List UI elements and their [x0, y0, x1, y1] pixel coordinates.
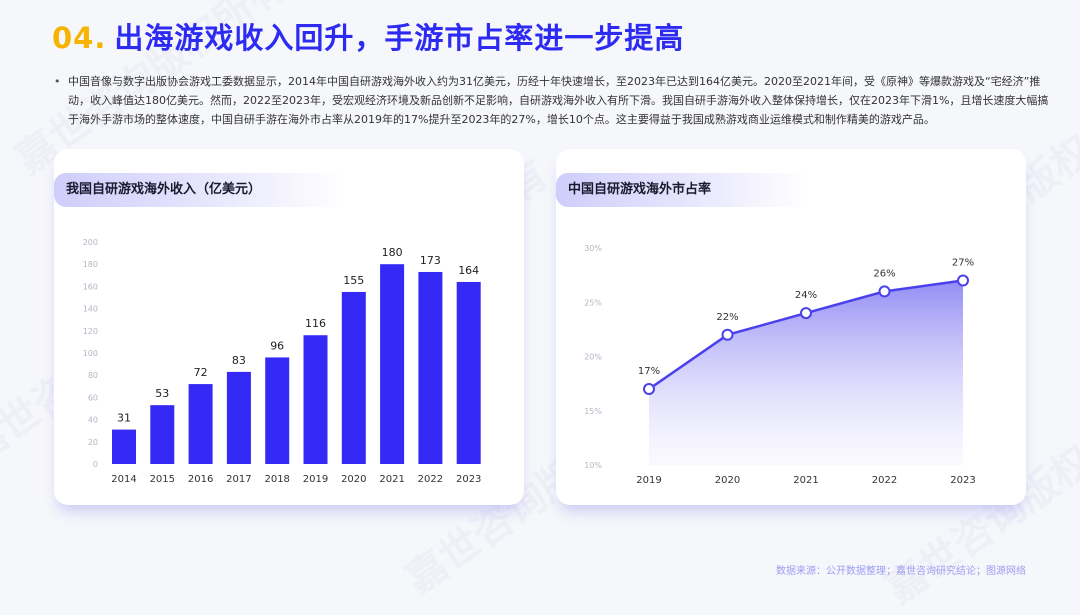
bar	[380, 264, 405, 464]
x-tick-label: 2020	[341, 474, 366, 485]
summary-paragraph: 中国音像与数字出版协会游戏工委数据显示，2014年中国自研游戏海外收入约为31亿…	[54, 72, 1056, 129]
x-tick-label: 2017	[226, 474, 251, 485]
data-label: 173	[420, 254, 441, 267]
data-point	[643, 383, 655, 396]
bar	[341, 291, 366, 464]
share-chart-card: 中国自研游戏海外市占率 10% 15% 20% 25% 30% 17% 2019 22% 202…	[556, 149, 1026, 505]
y-tick-label: 40	[88, 416, 98, 425]
data-label: 27%	[952, 258, 974, 269]
data-label: 116	[305, 317, 326, 330]
bar	[226, 371, 251, 464]
bar	[150, 405, 175, 464]
data-point	[800, 307, 812, 320]
y-tick-label: 20%	[584, 353, 602, 362]
revenue-chart-title: 我国自研游戏海外收入（亿美元）	[54, 173, 346, 207]
y-tick-label: 30%	[584, 244, 602, 253]
x-tick-label: 2021	[379, 474, 404, 485]
x-tick-label: 2015	[150, 474, 175, 485]
bar	[303, 335, 328, 464]
section-number: 04.	[52, 21, 107, 55]
data-label: 164	[458, 264, 479, 277]
data-label: 22%	[716, 312, 738, 323]
data-label: 24%	[795, 290, 817, 301]
y-tick-label: 140	[83, 305, 98, 314]
revenue-bar-chart: 0 20 40 60 80 100 120 140 160 180 200 31 2014 53 2015 7…	[83, 238, 482, 485]
x-tick-label: 2022	[418, 474, 443, 485]
share-chart-title: 中国自研游戏海外市占率	[556, 173, 808, 207]
y-tick-label: 80	[88, 371, 98, 380]
bar	[112, 429, 136, 464]
data-label: 17%	[638, 366, 660, 377]
data-label: 83	[232, 354, 246, 367]
data-label: 26%	[873, 268, 895, 279]
title-text: 出海游戏收入回升，手游市占率进一步提高	[114, 21, 685, 55]
y-tick-label: 120	[83, 327, 98, 336]
bar	[456, 281, 481, 464]
y-tick-label: 200	[83, 238, 98, 247]
data-label: 31	[117, 412, 131, 425]
x-tick-label: 2014	[111, 474, 136, 485]
data-label: 155	[343, 274, 364, 287]
y-tick-label: 25%	[584, 298, 602, 307]
x-tick-label: 2023	[950, 475, 975, 486]
x-tick-label: 2023	[456, 474, 481, 485]
y-tick-label: 180	[83, 260, 98, 269]
y-tick-label: 60	[88, 393, 98, 402]
x-tick-label: 2019	[303, 474, 328, 485]
data-label: 72	[194, 366, 208, 379]
bar	[418, 271, 443, 464]
x-tick-label: 2020	[715, 475, 740, 486]
share-line-chart: 10% 15% 20% 25% 30% 17% 2019 22% 2020 24% 2021 26% 2…	[584, 244, 976, 486]
data-label: 53	[155, 387, 169, 400]
data-label: 180	[382, 246, 403, 259]
bar	[265, 357, 290, 464]
y-tick-label: 10%	[584, 461, 602, 470]
x-tick-label: 2021	[793, 475, 818, 486]
y-tick-label: 160	[83, 282, 98, 291]
y-tick-label: 0	[93, 460, 98, 469]
y-tick-label: 20	[88, 438, 98, 447]
area-fill	[649, 280, 963, 465]
data-point	[957, 274, 969, 287]
data-point	[721, 328, 734, 341]
y-tick-label: 100	[83, 349, 98, 358]
revenue-chart-card: 我国自研游戏海外收入（亿美元） 0 20 40 60 80 100 120 140 160 180…	[54, 149, 524, 505]
x-tick-label: 2018	[264, 474, 289, 485]
source-note: 数据来源：公开数据整理；嘉世咨询研究结论；图源网络	[776, 566, 1026, 577]
data-label: 96	[270, 339, 284, 352]
y-tick-label: 15%	[584, 407, 602, 416]
page-title: 04. 出海游戏收入回升，手游市占率进一步提高	[52, 18, 684, 58]
data-point	[878, 285, 891, 298]
x-tick-label: 2019	[636, 475, 661, 486]
x-tick-label: 2022	[872, 475, 897, 486]
x-tick-label: 2016	[188, 474, 213, 485]
bar	[188, 384, 213, 464]
